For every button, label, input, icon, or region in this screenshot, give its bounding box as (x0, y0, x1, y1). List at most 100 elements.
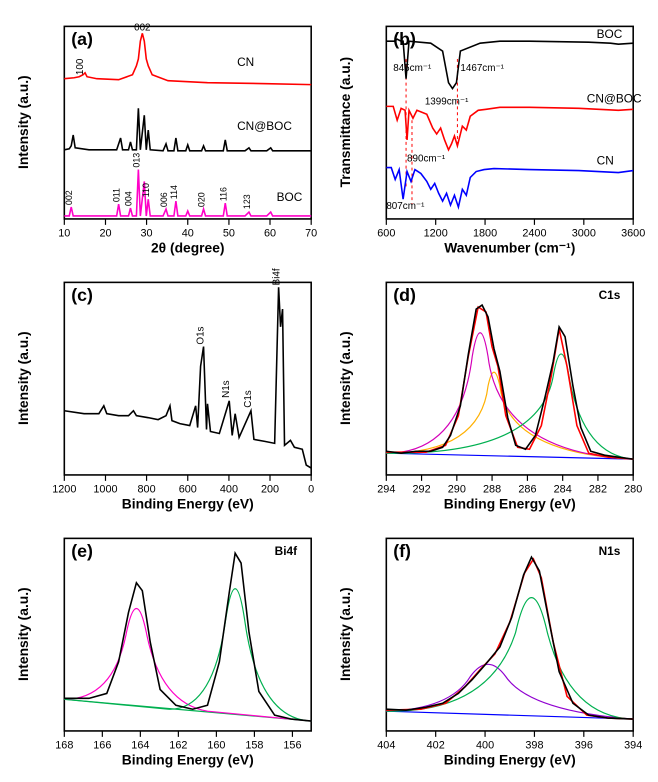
figure-grid: 10 20 30 40 50 60 70 CN CN@BOC BOC 002 1… (10, 10, 648, 772)
peak-a-002-top: 002 (134, 22, 150, 33)
svg-text:60: 60 (264, 228, 276, 240)
svg-text:110: 110 (141, 183, 151, 197)
mark-b-1467: 1467cm⁻¹ (460, 63, 504, 74)
panel-c-xlabel: Binding Energy (eV) (122, 496, 254, 512)
peak-a-100: 100 (75, 58, 86, 75)
svg-text:10: 10 (58, 228, 70, 240)
svg-text:013: 013 (131, 153, 141, 168)
svg-text:166: 166 (93, 740, 111, 752)
panel-a-boc-peak-labels: 002 011 004 013 110 006 114 020 116 123 (64, 153, 252, 209)
svg-text:168: 168 (55, 740, 73, 752)
svg-text:282: 282 (589, 484, 607, 496)
svg-text:288: 288 (483, 484, 501, 496)
panel-a-letter: (a) (71, 29, 93, 49)
mark-b-890: 890cm⁻¹ (407, 154, 446, 165)
svg-text:404: 404 (377, 740, 395, 752)
trace-a-cn (64, 33, 311, 84)
panel-d-xlabel: Binding Energy (eV) (444, 496, 576, 512)
svg-text:116: 116 (218, 187, 228, 201)
panel-d: 294 292 290 288 286 284 282 280 C1s Bind… (332, 266, 648, 516)
svg-text:3600: 3600 (621, 228, 645, 240)
panel-a: 10 20 30 40 50 60 70 CN CN@BOC BOC 002 1… (10, 10, 326, 260)
trace-b-cnboc (386, 106, 633, 149)
label-d: C1s (599, 288, 621, 302)
label-b-boc: BOC (597, 27, 623, 41)
trace-a-boc (64, 170, 311, 216)
label-b-cn: CN (597, 154, 614, 168)
label-f: N1s (599, 544, 621, 558)
panel-d-xticks: 294 292 290 288 286 284 282 280 (377, 475, 642, 496)
label-a-cnboc: CN@BOC (237, 119, 292, 133)
trace-e-p2 (64, 589, 311, 721)
panel-b-letter: (b) (393, 29, 416, 49)
svg-text:286: 286 (518, 484, 536, 496)
panel-f: 404 402 400 398 396 394 N1s Binding Ener… (332, 522, 648, 772)
panel-b-ylabel: Transmittance (a.u.) (337, 57, 353, 187)
panel-d-ylabel: Intensity (a.u.) (337, 331, 353, 425)
trace-c-survey (64, 287, 311, 468)
panel-f-letter: (f) (393, 541, 411, 561)
svg-text:006: 006 (159, 192, 169, 207)
panel-e-xlabel: Binding Energy (eV) (122, 752, 254, 768)
trace-e-data (64, 553, 311, 721)
panel-a-xlabel: 2θ (degree) (151, 240, 224, 256)
trace-d-p2 (386, 372, 633, 459)
label-c-c1s: C1s (243, 390, 254, 408)
svg-text:290: 290 (448, 484, 466, 496)
svg-text:200: 200 (261, 484, 279, 496)
trace-d-data (386, 305, 633, 459)
panel-d-letter: (d) (393, 285, 416, 305)
svg-text:292: 292 (413, 484, 431, 496)
svg-text:20: 20 (99, 228, 111, 240)
panel-b-xticks: 600 1200 1800 2400 3000 3600 (377, 219, 645, 240)
svg-text:396: 396 (575, 740, 593, 752)
svg-text:114: 114 (169, 185, 179, 199)
svg-text:160: 160 (207, 740, 225, 752)
trace-f-fit (386, 559, 633, 719)
svg-text:2400: 2400 (522, 228, 546, 240)
panel-e-xticks: 168 166 164 162 160 158 156 (55, 731, 301, 752)
label-c-bi4f: Bi4f (272, 268, 283, 285)
svg-text:40: 40 (182, 228, 194, 240)
trace-d-p1 (386, 333, 633, 459)
panel-c-letter: (c) (71, 285, 93, 305)
panel-c: 1200 1000 800 600 400 200 0 O1s N1s C1s … (10, 266, 326, 516)
label-c-o1s: O1s (196, 326, 207, 344)
svg-text:398: 398 (525, 740, 543, 752)
label-a-cn: CN (237, 55, 254, 69)
svg-text:70: 70 (305, 228, 317, 240)
svg-text:284: 284 (554, 484, 572, 496)
mark-b-1399: 1399cm⁻¹ (425, 96, 469, 107)
trace-d-p3 (386, 354, 633, 459)
label-e: Bi4f (275, 544, 297, 558)
panel-e: 168 166 164 162 160 158 156 Bi4f Binding… (10, 522, 326, 772)
svg-text:004: 004 (123, 191, 133, 206)
panel-e-letter: (e) (71, 541, 93, 561)
svg-text:400: 400 (476, 740, 494, 752)
panel-c-ylabel: Intensity (a.u.) (15, 331, 31, 425)
panel-f-ylabel: Intensity (a.u.) (337, 587, 353, 681)
svg-text:123: 123 (242, 194, 252, 209)
trace-f-data (386, 557, 633, 719)
svg-text:394: 394 (624, 740, 642, 752)
panel-b: 600 1200 1800 2400 3000 3600 BOC CN@BOC … (332, 10, 648, 260)
svg-text:011: 011 (112, 188, 122, 202)
svg-text:1800: 1800 (473, 228, 497, 240)
svg-text:0: 0 (308, 484, 314, 496)
label-b-cnboc: CN@BOC (587, 91, 642, 105)
label-a-boc: BOC (277, 190, 303, 204)
mark-b-845: 845cm⁻¹ (393, 63, 432, 74)
panel-b-guides (406, 59, 457, 204)
label-c-n1s: N1s (221, 380, 232, 398)
panel-f-xlabel: Binding Energy (eV) (444, 752, 576, 768)
svg-text:600: 600 (377, 228, 395, 240)
panel-a-xticks: 10 20 30 40 50 60 70 (58, 219, 317, 240)
svg-text:164: 164 (131, 740, 149, 752)
svg-text:800: 800 (138, 484, 156, 496)
svg-text:600: 600 (179, 484, 197, 496)
panel-a-ylabel: Intensity (a.u.) (15, 75, 31, 169)
svg-text:1200: 1200 (424, 228, 448, 240)
panel-c-xticks: 1200 1000 800 600 400 200 0 (52, 475, 314, 496)
svg-text:1000: 1000 (93, 484, 117, 496)
svg-text:002: 002 (64, 190, 74, 205)
